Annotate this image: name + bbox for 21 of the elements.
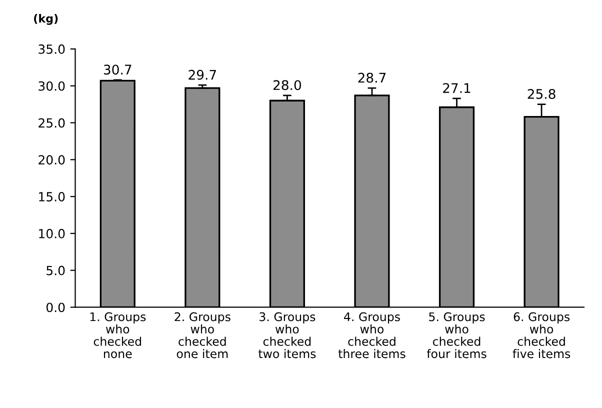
x-tick-label: 6. Groups who checked five items <box>512 312 570 358</box>
data-label: 27.1 <box>443 83 470 93</box>
x-tick-label: 3. Groups who checked two items <box>258 312 316 358</box>
data-label: 30.7 <box>104 64 132 75</box>
y-tick-label: 10.0 <box>39 228 65 238</box>
y-tick-label: 5.0 <box>46 266 65 276</box>
x-tick-label: 1. Groups who checked none <box>90 312 146 358</box>
y-tick-label: 30.0 <box>38 81 65 91</box>
y-tick-label: 20.0 <box>38 155 65 165</box>
x-tick-label: 5. Groups who checked four items <box>426 312 486 358</box>
x-tick-label: 4. Groups who checked three items <box>338 312 406 358</box>
data-label: 29.7 <box>188 70 216 80</box>
y-tick-label: 25.0 <box>38 118 65 128</box>
data-label: 28.0 <box>273 80 302 90</box>
data-label: 28.7 <box>358 72 386 83</box>
y-tick-label: 0.0 <box>46 302 65 312</box>
y-axis-title: (kg) <box>34 14 58 25</box>
y-tick-label: 15.0 <box>39 192 65 202</box>
y-tick-label: 35.0 <box>38 44 65 54</box>
data-label: 25.8 <box>528 88 556 99</box>
x-tick-label: 2. Groups who checked one item <box>174 312 230 358</box>
